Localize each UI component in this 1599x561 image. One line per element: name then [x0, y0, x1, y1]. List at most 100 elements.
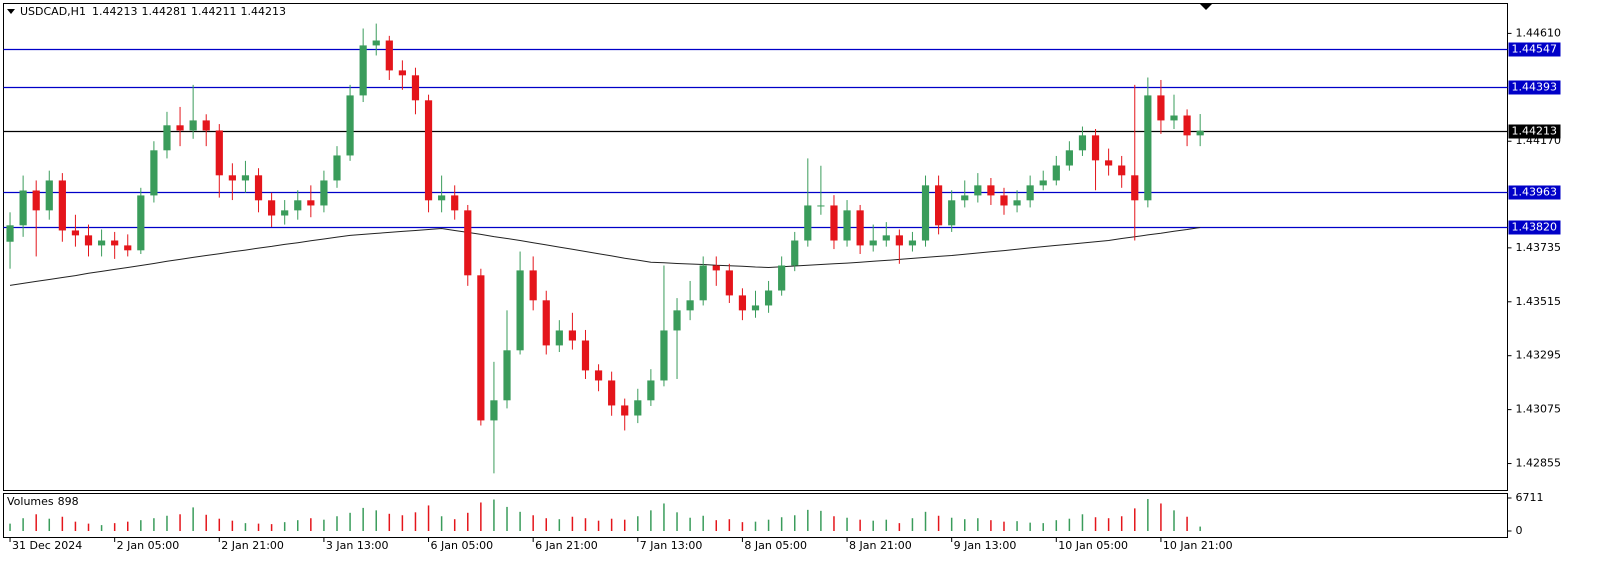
candle-body: [1105, 160, 1113, 166]
level-label: 1.43963: [1512, 186, 1558, 199]
candle-body: [359, 45, 367, 96]
x-tick-label: 10 Jan 21:00: [1163, 539, 1233, 552]
shift-marker: [1200, 4, 1212, 10]
x-tick-label: 10 Jan 05:00: [1058, 539, 1128, 552]
candle-body: [869, 240, 877, 246]
candle-body: [228, 175, 236, 181]
candle-body: [451, 195, 459, 211]
candle-body: [372, 40, 380, 46]
candle-body: [660, 330, 668, 381]
candle-body: [320, 180, 328, 206]
candle-body: [751, 305, 760, 311]
candle-body: [333, 155, 341, 181]
menu-marker: [7, 9, 15, 14]
x-tick-label: 9 Jan 13:00: [954, 539, 1017, 552]
candle-body: [542, 300, 550, 346]
candle-body: [673, 310, 681, 331]
candle-body: [974, 185, 982, 196]
candle-body: [503, 350, 511, 401]
candle-body: [346, 95, 354, 156]
candle-body: [268, 200, 276, 216]
volume-title: Volumes: [7, 495, 54, 508]
candle-body: [1078, 135, 1087, 151]
candle-body: [254, 175, 263, 201]
candle-body: [111, 240, 119, 246]
x-tick-label: 7 Jan 13:00: [640, 539, 703, 552]
y-tick-label: 1.43515: [1516, 295, 1562, 308]
x-tick-label: 6 Jan 21:00: [535, 539, 598, 552]
level-tag: [1508, 42, 1561, 57]
price-panel: [3, 3, 1508, 491]
candle-body: [424, 100, 433, 201]
symbol: USDCAD,H1: [20, 5, 86, 18]
level-tag: [1508, 185, 1561, 200]
candle-body: [555, 330, 563, 346]
candle-body: [1000, 195, 1008, 206]
candle-body: [1118, 165, 1126, 176]
x-tick-label: 2 Jan 21:00: [221, 539, 284, 552]
moving-average: [9, 227, 1201, 286]
y-tick-label: 1.42855: [1516, 457, 1562, 470]
candle-body: [921, 185, 930, 241]
level-label: 1.44213: [1512, 125, 1558, 138]
candle-body: [987, 185, 995, 196]
candle-body: [45, 180, 53, 211]
candle-body: [97, 240, 106, 246]
candle-body: [398, 70, 406, 76]
candle-body: [294, 200, 302, 211]
candle-body: [882, 235, 890, 241]
candle-body: [581, 340, 590, 371]
candle-body: [856, 210, 864, 246]
candle-body: [686, 300, 694, 311]
candle-body: [764, 290, 773, 306]
candle-body: [961, 195, 969, 201]
candle-body: [32, 190, 40, 211]
candle-body: [1157, 95, 1165, 121]
level-tag: [1508, 80, 1561, 95]
candle-body: [1052, 165, 1060, 181]
candle-body: [490, 400, 498, 421]
volume-header: Volumes 898: [7, 495, 79, 508]
candle-body: [725, 270, 733, 296]
candle-body: [84, 235, 93, 246]
level-label: 1.43820: [1512, 221, 1558, 234]
candle-body: [137, 195, 145, 251]
candle-body: [895, 235, 903, 246]
candle-body: [71, 230, 80, 236]
candle-body: [608, 380, 616, 406]
current-volume: 898: [58, 495, 79, 508]
volume-tick-label: 0: [1516, 524, 1523, 537]
candle-body: [934, 185, 943, 226]
candle-body: [634, 400, 642, 416]
level-label: 1.44547: [1512, 43, 1558, 56]
candle-body: [738, 295, 747, 311]
candle-body: [908, 240, 917, 246]
candle-body: [438, 195, 446, 201]
candle-body: [176, 125, 184, 131]
candle-body: [124, 245, 132, 251]
candle-body: [830, 205, 838, 241]
candle-body: [477, 275, 485, 421]
y-tick-label: 1.43735: [1516, 241, 1562, 254]
candle-body: [621, 405, 629, 416]
candle-body: [189, 120, 197, 131]
level-label: 1.44393: [1512, 81, 1558, 94]
x-tick-label: 31 Dec 2024: [12, 539, 82, 552]
candle-body: [411, 75, 420, 101]
candle-body: [58, 180, 66, 231]
candle-body: [19, 190, 27, 226]
header-value: 1.44213: [92, 5, 138, 18]
candle-body: [1170, 115, 1178, 121]
candle-body: [1131, 175, 1139, 201]
y-tick-label: 1.43075: [1516, 403, 1562, 416]
candle-body: [712, 265, 720, 271]
candle-body: [1196, 130, 1204, 136]
candle-body: [699, 265, 707, 301]
candle-body: [307, 200, 315, 206]
header-value: 1.44281: [141, 5, 187, 18]
volume-panel: [3, 493, 1508, 538]
candle-body: [281, 210, 289, 216]
level-tag: [1508, 220, 1561, 235]
candle-body: [647, 380, 655, 401]
